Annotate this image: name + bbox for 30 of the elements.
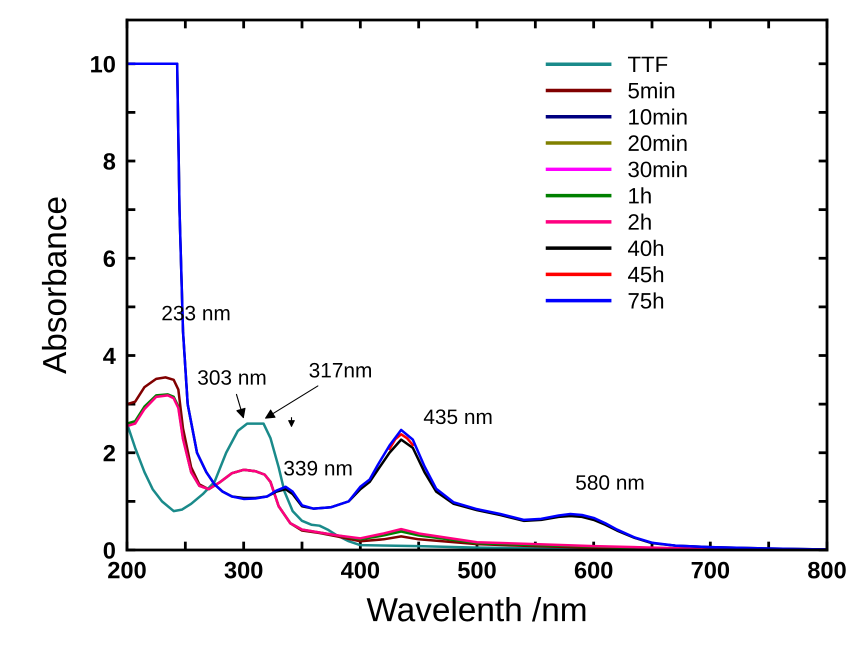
y-tick-label: 8 [104,153,116,170]
annotation: 435 nm [424,409,492,424]
x-tick-label: 800 [808,562,846,578]
y-tick-label: 0 [104,542,115,559]
x-axis-title: Wavelenth /nm [366,597,586,622]
legend-label: 2h [628,214,651,230]
y-tick-label: 2 [104,444,115,462]
annotation: 303 nm [198,370,266,385]
legend-label: 10min [629,108,687,125]
annotation: 339 nm [284,460,352,476]
y-axis-title: Absorbance [42,198,66,374]
legend-label: 45h [628,266,664,282]
x-tick-label: 200 [108,562,146,578]
x-tick-label: 400 [340,562,380,578]
legend-label: TTF [628,56,668,72]
x-tick-label: 600 [574,562,612,578]
legend-label: 20min [628,134,687,152]
legend-label: 5min [628,82,674,98]
y-tick-label: 6 [104,250,116,268]
x-tick-label: 700 [692,562,730,578]
legend-label: 40h [628,240,664,256]
y-tick-label: 4 [103,348,116,364]
annotation: 580 nm [576,475,644,490]
annotation: 317nm [309,362,371,378]
x-tick-label: 500 [458,562,496,578]
x-tick-label: 300 [224,562,262,578]
y-tick-label: 10 [91,56,115,73]
legend-label: 30min [628,160,687,178]
legend-label: 75h [628,292,664,309]
legend-label: 1h [629,187,651,204]
